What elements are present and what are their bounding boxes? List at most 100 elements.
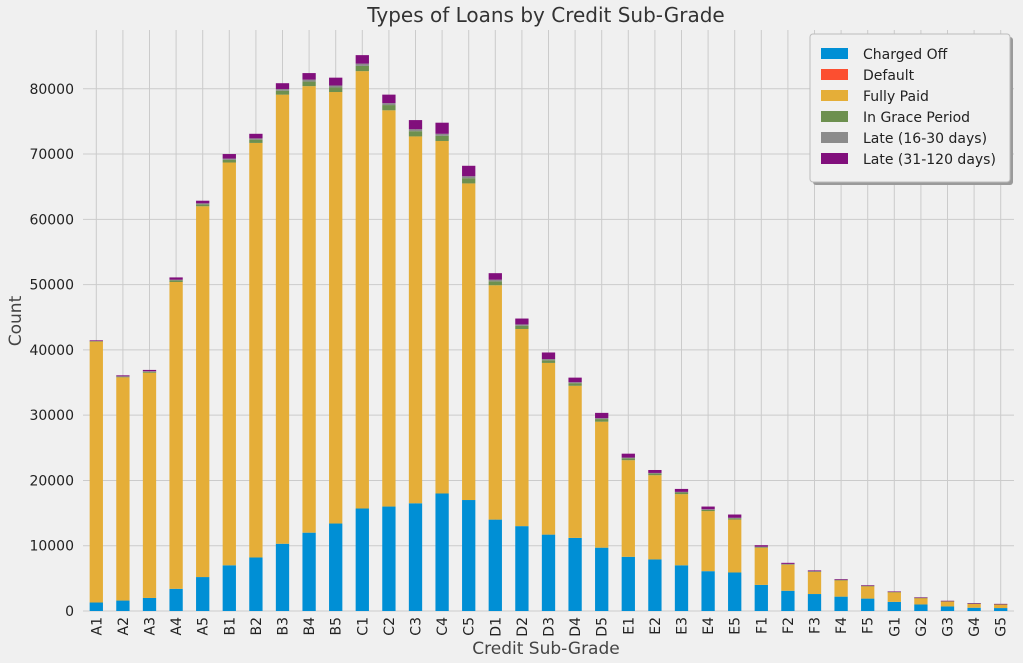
y-tick-label: 80000 (29, 82, 74, 98)
bar-segment (728, 518, 742, 520)
x-tick-label: E5 (728, 617, 744, 635)
bar-segment (754, 547, 768, 548)
bar-segment (648, 475, 662, 560)
x-tick-label: D4 (568, 617, 584, 637)
bar-segment (89, 340, 103, 341)
x-tick-label: C2 (382, 617, 398, 636)
x-tick-label: A4 (169, 617, 185, 636)
bar-segment (595, 547, 609, 611)
y-tick-labels: 0 10000 20000 30000 40000 50000 60000 70000 8000… (29, 82, 74, 620)
bar-segment (914, 597, 928, 605)
bar-segment (142, 371, 157, 372)
bar-segment (568, 382, 582, 384)
bar-segment (914, 597, 928, 599)
bar-segment (834, 596, 848, 611)
bar-segment (116, 377, 130, 601)
bar-segment (355, 65, 369, 72)
bar-segment (329, 85, 343, 88)
bar-segment (142, 372, 157, 598)
bar-segment (701, 509, 715, 510)
bar-segment (89, 340, 103, 342)
bar-segment (701, 571, 715, 611)
bar-segment (568, 377, 582, 383)
bar-segment (462, 176, 476, 179)
bar-segment (834, 580, 848, 597)
x-tick-label: A1 (89, 617, 105, 635)
bar-segment (648, 473, 662, 476)
bar-segment (355, 63, 369, 66)
bar-segment (249, 142, 263, 558)
bar-segment (861, 585, 875, 586)
x-tick-label: D2 (515, 617, 531, 637)
bar-segment (488, 273, 502, 280)
bar-segment (222, 162, 236, 566)
bar-segment (329, 87, 343, 93)
bar-segment (222, 154, 236, 159)
y-tick-label: 60000 (29, 212, 74, 228)
y-tick-label: 0 (65, 604, 74, 620)
bar-segment (302, 532, 316, 611)
bar-segment (355, 71, 369, 509)
bar-segment (994, 608, 1008, 611)
bar-segment (940, 606, 955, 611)
bar-segment (222, 565, 236, 611)
bar-segment (728, 514, 742, 518)
bar-segment (275, 90, 290, 95)
bar-segment (781, 563, 795, 565)
y-tick-label: 70000 (29, 147, 74, 163)
legend-swatch (821, 153, 848, 164)
bar-segment (169, 281, 183, 589)
bar-segment (515, 328, 529, 527)
bar-segment (648, 469, 662, 473)
bar-segment (595, 421, 609, 548)
bar-segment (807, 594, 822, 611)
x-tick-label: B1 (222, 617, 238, 636)
bar-segment (728, 519, 742, 573)
bar-segment (674, 491, 689, 493)
bar-segment (701, 506, 715, 510)
bar-segment (142, 369, 157, 372)
y-axis-label: Count (6, 295, 26, 346)
bar-segment (674, 488, 689, 492)
bar-segment (568, 385, 582, 538)
bar-segment (142, 371, 157, 373)
bar-segment (329, 523, 343, 611)
bar-segment (302, 79, 316, 82)
bar-segment (887, 592, 901, 602)
x-tick-label: F4 (834, 617, 850, 634)
bar-segment (435, 135, 449, 141)
bar-segment (701, 511, 715, 572)
bar-segment (249, 557, 263, 611)
bar-segment (515, 325, 529, 329)
legend-entry: In Grace Period (863, 110, 970, 126)
x-tick-label: F2 (781, 617, 797, 634)
bar-segment (89, 341, 103, 603)
bar-segment (754, 546, 768, 548)
x-tick-label: E3 (675, 617, 691, 635)
bar-segment (967, 603, 981, 608)
x-tick-label: E2 (648, 617, 664, 635)
bar-segment (754, 584, 768, 611)
bar-segment (621, 457, 635, 459)
bar-segment (994, 604, 1008, 609)
bar-segment (382, 94, 396, 104)
y-tick-label: 50000 (29, 278, 74, 294)
x-tick-label: B5 (329, 617, 345, 636)
x-tick-label: A3 (143, 617, 159, 635)
bar-segment (355, 508, 369, 611)
bar-segment (621, 453, 635, 458)
legend-swatch (821, 48, 848, 59)
bar-segment (302, 73, 316, 80)
x-axis-label: Credit Sub-Grade (472, 639, 619, 659)
bar-segment (275, 94, 290, 544)
bar-segment (754, 547, 768, 585)
bar-segment (302, 81, 316, 87)
x-tick-label: F5 (861, 617, 877, 634)
bar-segment (488, 279, 502, 282)
bar-segment (329, 77, 343, 86)
legend-swatch (821, 111, 848, 122)
bar-segment (169, 279, 183, 281)
bar-segment (728, 517, 742, 519)
bar-segment (674, 565, 689, 611)
legend-entry: Late (31-120 days) (863, 152, 996, 168)
